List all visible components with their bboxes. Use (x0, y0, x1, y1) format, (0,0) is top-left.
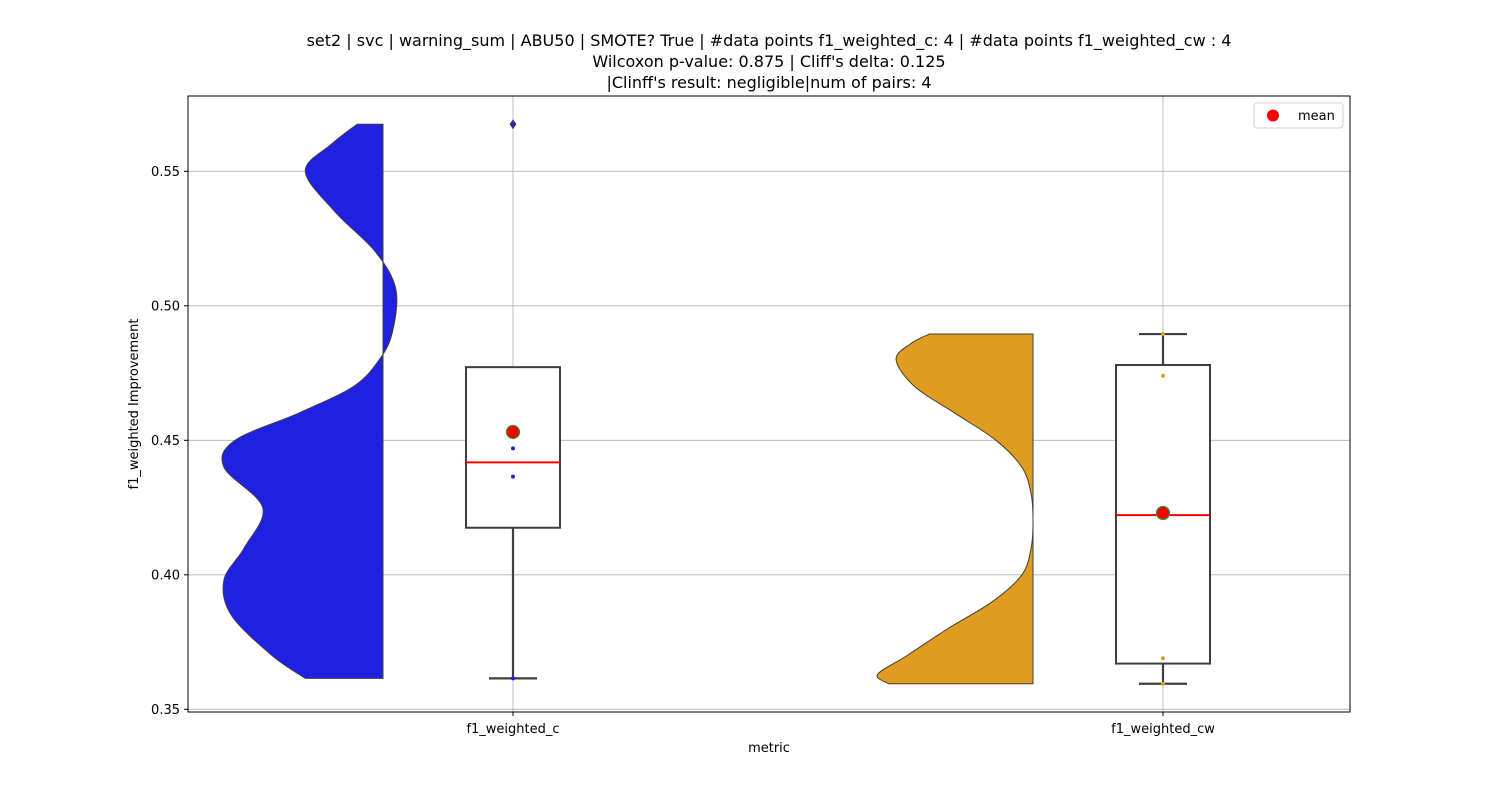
boxplot-f1_weighted_c (465, 119, 561, 681)
axes-layer: 0.35 0.40 0.45 0.50 0.55 f1_weighted_c f1_weig… (151, 95, 1351, 737)
mean-marker (1155, 505, 1171, 521)
y-axis-label: f1_weighted Improvement (127, 318, 142, 489)
violin-layer (221, 123, 1034, 685)
box-iqr (465, 366, 561, 529)
data-point (1161, 656, 1165, 661)
y-tick-label: 0.35 (151, 703, 180, 718)
y-tick-label: 0.50 (151, 299, 180, 314)
title-line-3: |Clinff's result: negligible|num of pair… (606, 73, 931, 92)
mean-marker (505, 424, 521, 440)
legend: mean (1253, 102, 1344, 129)
boxplot-f1_weighted_cw (1115, 332, 1211, 686)
legend-mean-marker (1267, 109, 1279, 122)
data-point (511, 446, 515, 451)
x-axis-label: metric (748, 741, 790, 756)
axes-frame (187, 95, 1351, 713)
data-point (1161, 373, 1165, 378)
data-point (511, 676, 515, 681)
data-point (511, 122, 515, 127)
data-point (1161, 332, 1165, 337)
data-point (511, 474, 515, 479)
y-tick-label: 0.45 (151, 434, 180, 449)
box-layer (465, 119, 1211, 686)
title-line-1: set2 | svc | warning_sum | ABU50 | SMOTE… (307, 31, 1232, 51)
violin-f1_weighted_c (221, 123, 398, 679)
title-line-2: Wilcoxon p-value: 0.875 | Cliff's delta:… (592, 52, 945, 71)
x-tick-label: f1_weighted_cw (1111, 722, 1215, 737)
violin-f1_weighted_cw (876, 333, 1034, 685)
y-tick-label: 0.55 (151, 165, 180, 180)
chart-title: set2 | svc | warning_sum | ABU50 | SMOTE… (307, 31, 1232, 92)
data-point (1161, 681, 1165, 686)
legend-label: mean (1298, 109, 1335, 124)
legend-box (1253, 102, 1344, 129)
x-tick-label: f1_weighted_c (466, 722, 559, 737)
y-tick-label: 0.40 (151, 568, 180, 583)
